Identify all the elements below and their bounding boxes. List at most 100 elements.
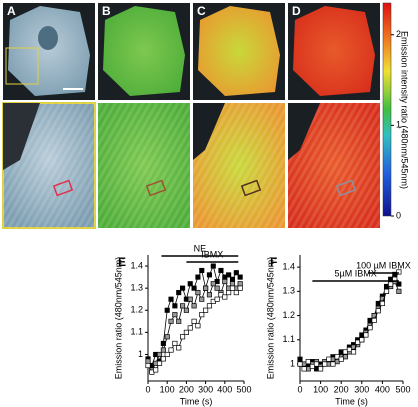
marker — [233, 290, 239, 296]
x-axis-label: Time (s) — [180, 396, 213, 406]
marker — [379, 300, 385, 307]
marker — [379, 296, 385, 302]
marker — [318, 366, 324, 372]
x-tick-label: 400 — [217, 384, 232, 394]
marker — [305, 366, 311, 372]
marker — [396, 269, 402, 275]
marker — [180, 303, 186, 309]
y-tick-label: 1.4 — [282, 261, 295, 271]
y-tick-label: 1.2 — [130, 305, 143, 315]
colorbar — [382, 2, 392, 217]
marker — [322, 361, 328, 367]
x-tick-label: 0 — [145, 384, 150, 394]
marker — [195, 274, 201, 280]
x-tick-label: 400 — [375, 384, 390, 394]
roi — [335, 179, 357, 197]
marker — [297, 356, 303, 362]
roi — [240, 179, 262, 197]
marker — [214, 285, 220, 291]
roi — [52, 179, 74, 197]
marker — [203, 307, 209, 313]
marker — [367, 325, 373, 331]
y-tick-label: 1.2 — [282, 310, 295, 320]
y-tick-label: 1.1 — [282, 334, 295, 344]
marker — [375, 308, 381, 314]
marker — [168, 347, 174, 353]
annotation: 5µM IBMX — [335, 268, 377, 278]
panel-label: C — [197, 4, 206, 18]
marker — [371, 317, 377, 323]
marker — [355, 339, 361, 345]
marker — [396, 288, 402, 294]
marker — [172, 312, 178, 318]
y-tick-label: 1.3 — [130, 283, 143, 293]
marker — [203, 285, 209, 291]
colorbar-tick-label: 0 — [396, 210, 401, 220]
marker — [156, 360, 163, 366]
marker — [145, 362, 151, 369]
marker — [383, 288, 390, 294]
marker — [183, 329, 189, 335]
zoom-box — [5, 47, 39, 85]
marker — [210, 281, 216, 287]
marker — [330, 361, 336, 367]
marker — [210, 263, 216, 269]
marker — [176, 290, 182, 296]
marker — [214, 296, 220, 302]
marker — [176, 318, 182, 324]
marker — [222, 294, 228, 300]
marker — [153, 367, 159, 373]
marker — [191, 285, 197, 291]
cell — [293, 6, 375, 96]
y-tick-label: 1.3 — [282, 286, 295, 296]
marker — [180, 334, 186, 340]
x-axis-label: Time (s) — [335, 396, 368, 406]
x-tick-label: 500 — [395, 384, 410, 394]
colorbar-tick-label: 2 — [396, 29, 401, 39]
marker — [183, 307, 189, 313]
marker — [199, 296, 205, 302]
marker — [176, 345, 182, 351]
marker — [180, 285, 186, 291]
x-tick-label: 300 — [198, 384, 213, 394]
marker — [313, 366, 320, 372]
marker — [145, 358, 151, 364]
marker — [226, 272, 232, 278]
marker — [187, 296, 193, 302]
marker — [222, 278, 228, 285]
x-tick-label: 200 — [334, 384, 349, 394]
y-tick-label: 1.1 — [130, 327, 143, 337]
marker — [309, 363, 315, 370]
marker — [156, 351, 163, 358]
marker — [195, 323, 201, 329]
x-tick-label: 100 — [313, 384, 328, 394]
annotation: 100 µM IBMX — [356, 260, 411, 270]
image-panels: A B C D — [2, 3, 380, 229]
marker — [187, 281, 193, 287]
x-tick-label: 0 — [297, 384, 302, 394]
marker — [338, 349, 344, 355]
marker — [199, 312, 205, 318]
x-tick-label: 100 — [160, 384, 175, 394]
y-tick-label: 1 — [138, 349, 143, 359]
marker — [237, 274, 243, 280]
y-tick-label: 1.4 — [130, 260, 143, 270]
marker — [338, 356, 344, 362]
panel-label: A — [7, 4, 16, 18]
marker — [351, 349, 357, 355]
colorbar-tick-label: 1 — [396, 120, 401, 130]
background — [288, 103, 320, 160]
y-axis-label: Emission ratio (480nm/545nm) — [113, 257, 123, 380]
roi — [145, 179, 167, 197]
marker — [233, 270, 239, 276]
marker — [229, 281, 236, 287]
marker — [334, 354, 340, 360]
marker — [305, 359, 311, 365]
panel-label: D — [292, 4, 301, 18]
cell — [198, 6, 280, 96]
nucleus — [38, 26, 58, 50]
x-tick-label: 200 — [179, 384, 194, 394]
y-tick-label: 1 — [290, 358, 295, 368]
marker — [346, 346, 352, 353]
marker — [237, 285, 243, 291]
